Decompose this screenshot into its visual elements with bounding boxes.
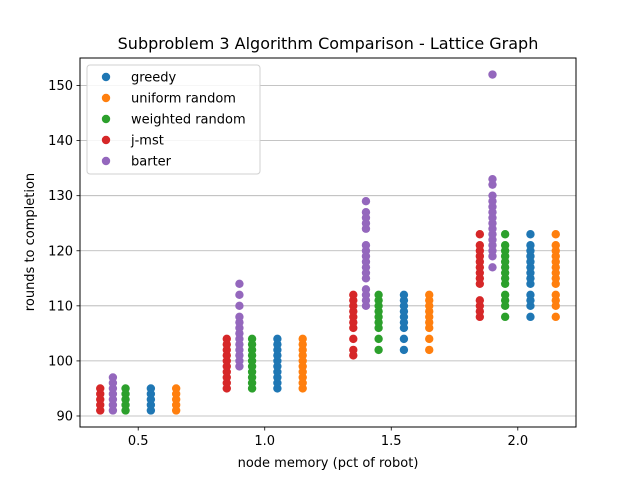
point-weighted-random [500, 290, 510, 300]
x-axis-label: node memory (pct of robot) [238, 456, 419, 471]
point-greedy [399, 290, 409, 300]
point-uniform-random [425, 290, 434, 300]
point-j-mst [475, 296, 485, 305]
legend: greedy uniform random weighted random j-mst… [86, 64, 261, 175]
point-weighted-random [121, 384, 130, 393]
x-tick-label: 0.5 [128, 434, 149, 449]
point-weighted-random [374, 290, 383, 300]
point-barter [361, 208, 371, 217]
point-greedy [526, 241, 535, 250]
data-points [96, 70, 560, 415]
point-weighted-random [374, 334, 383, 344]
point-barter [361, 241, 371, 250]
point-greedy [399, 334, 409, 344]
y-axis-label: rounds to completion [23, 173, 38, 311]
legend-label-weighted-random: weighted random [131, 113, 246, 128]
point-weighted-random [500, 241, 510, 250]
point-j-mst [349, 334, 358, 344]
point-greedy [273, 334, 282, 344]
point-j-mst [475, 241, 485, 250]
point-barter [361, 285, 371, 294]
point-weighted-random [500, 312, 510, 322]
x-axis-ticks: 0.5 1.0 1.5 2.0 [128, 427, 528, 449]
point-greedy [146, 384, 156, 393]
y-axis-ticks: 90 100 110 120 130 140 150 [48, 79, 80, 424]
point-barter [235, 279, 244, 289]
point-j-mst [349, 290, 358, 300]
point-j-mst [96, 384, 105, 393]
point-uniform-random [551, 241, 560, 250]
point-barter [361, 196, 371, 206]
point-uniform-random [425, 334, 434, 344]
legend-label-greedy: greedy [131, 71, 177, 86]
y-tick-label: 110 [48, 299, 73, 314]
point-weighted-random [374, 345, 383, 355]
point-j-mst [475, 230, 485, 239]
point-barter [488, 70, 497, 79]
legend-marker-weighted-random [101, 114, 111, 124]
legend-marker-j-mst [101, 135, 111, 145]
point-uniform-random [551, 312, 560, 322]
legend-label-j-mst: j-mst [130, 134, 164, 149]
point-barter [235, 301, 244, 311]
y-tick-label: 120 [48, 244, 73, 259]
chart-title: Subproblem 3 Algorithm Comparison - Latt… [118, 34, 539, 53]
y-tick-label: 90 [56, 409, 73, 424]
legend-marker-greedy [101, 72, 111, 82]
plot-frame [79, 57, 577, 428]
point-barter [488, 263, 497, 272]
point-barter [488, 191, 497, 200]
x-tick-label: 1.0 [254, 434, 275, 449]
x-tick-label: 1.5 [381, 434, 402, 449]
point-j-mst [349, 345, 358, 355]
point-j-mst [222, 334, 231, 344]
point-greedy [526, 312, 535, 322]
legend-marker-barter [101, 156, 111, 166]
legend-frame [86, 64, 261, 175]
point-barter [235, 290, 244, 300]
y-tick-label: 100 [48, 354, 73, 369]
point-uniform-random [551, 290, 560, 300]
legend-label-uniform-random: uniform random [131, 92, 236, 107]
point-uniform-random [298, 334, 307, 344]
point-uniform-random [425, 345, 434, 355]
point-uniform-random [171, 384, 181, 393]
point-uniform-random [551, 230, 560, 239]
point-greedy [526, 290, 535, 300]
y-gridlines [80, 85, 576, 417]
y-tick-label: 140 [48, 134, 73, 149]
point-weighted-random [500, 230, 510, 239]
point-greedy [526, 230, 535, 239]
y-tick-label: 150 [48, 79, 73, 94]
point-barter [235, 312, 244, 322]
point-barter [488, 174, 497, 184]
point-barter [108, 373, 118, 382]
x-tick-label: 2.0 [507, 434, 528, 449]
legend-label-barter: barter [131, 155, 172, 170]
legend-marker-uniform-random [101, 93, 111, 103]
y-tick-label: 130 [48, 189, 73, 204]
point-weighted-random [247, 334, 257, 344]
point-greedy [399, 345, 409, 355]
